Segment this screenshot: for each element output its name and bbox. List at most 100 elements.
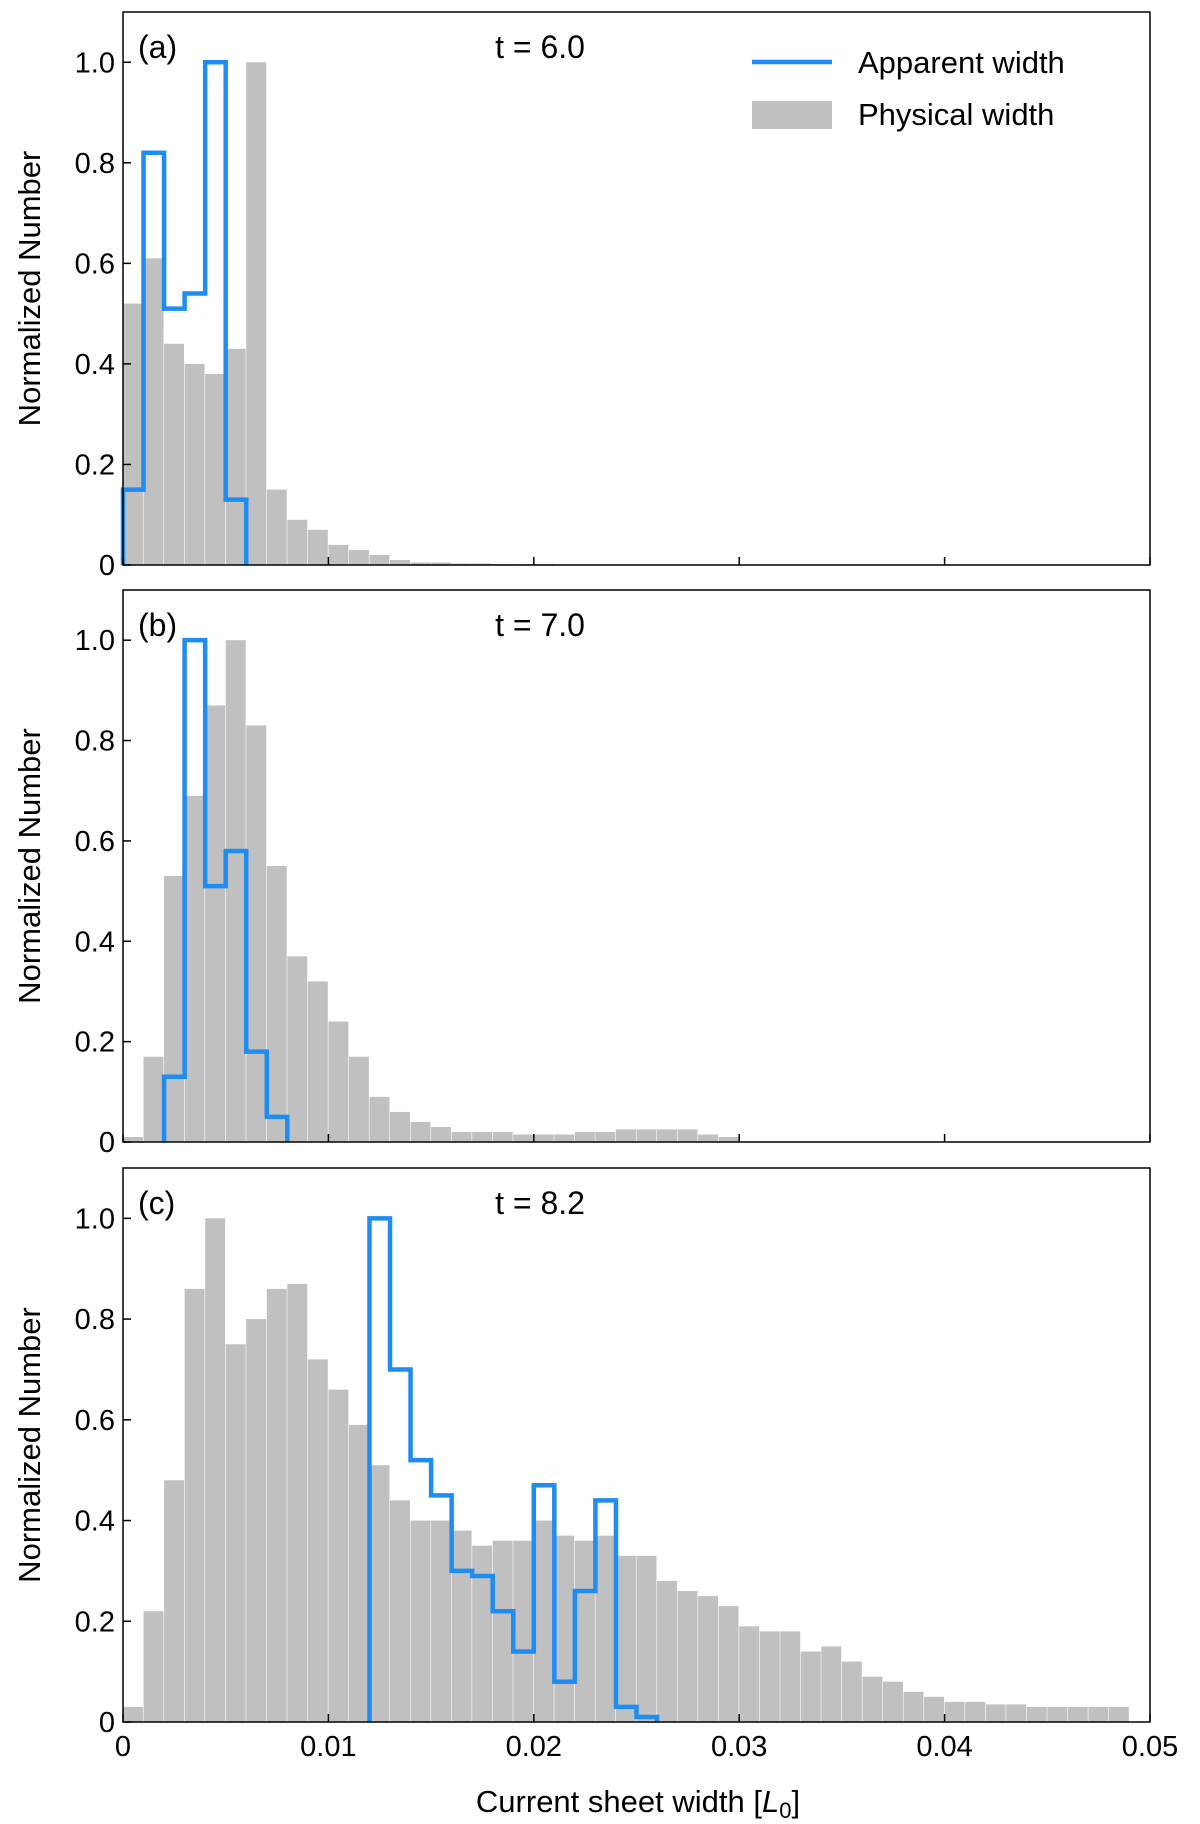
physical-bar	[533, 1134, 554, 1142]
physical-bar	[123, 1136, 143, 1142]
physical-bar	[348, 1424, 369, 1722]
panel-b: 0 0.2 0.4 0.6 0.8 1.0 Normalized Number (b) t = …	[12, 589, 1151, 1159]
physical-bar	[965, 1701, 986, 1722]
y-tick-label: 0.4	[75, 349, 115, 381]
physical-bar	[123, 303, 143, 565]
panel-c: 0 0.01 0.02 0.03 0.04 0.05 0 0.2 0.4 0.6 0.8 1.0 Nor…	[12, 1167, 1178, 1763]
physical-bar	[164, 1480, 185, 1722]
physical-bar	[390, 559, 410, 565]
physical-bar	[472, 1131, 493, 1142]
physical-bar	[472, 563, 493, 565]
physical-bar	[184, 795, 205, 1142]
physical-bar	[369, 1465, 390, 1722]
x-tick-label: 0	[115, 1731, 131, 1763]
physical-bar	[718, 1136, 739, 1142]
y-tick-label: 1.0	[75, 625, 115, 657]
physical-bar	[184, 1288, 205, 1722]
x-tick-label: 0.05	[1122, 1731, 1178, 1763]
physical-bar	[205, 373, 226, 565]
physical-bar	[595, 1535, 616, 1722]
physical-bar	[554, 1134, 575, 1142]
physical-bar	[759, 1631, 780, 1722]
physical-bar	[431, 1126, 452, 1142]
physical-bar	[985, 1704, 1006, 1722]
panel-label: (b)	[138, 607, 177, 643]
physical-bar	[1088, 1706, 1109, 1722]
physical-bar	[636, 1555, 657, 1722]
physical-bar	[698, 1134, 719, 1142]
physical-width-bars	[123, 62, 739, 566]
physical-bar	[205, 705, 226, 1142]
apparent-width-step	[120, 60, 249, 565]
physical-bar	[348, 1056, 369, 1142]
physical-bar	[225, 1344, 246, 1722]
physical-bar	[184, 363, 205, 565]
apparent-width-step	[161, 637, 290, 1142]
physical-bar	[410, 1520, 431, 1722]
time-label: t = 8.2	[495, 1185, 585, 1221]
physical-bar	[369, 554, 390, 565]
physical-bar	[266, 489, 287, 565]
physical-bar	[882, 1681, 903, 1722]
physical-bar	[287, 956, 308, 1142]
physical-bar	[615, 1129, 636, 1142]
physical-bar	[410, 1121, 431, 1142]
physical-bar	[1067, 1706, 1088, 1722]
physical-bar	[698, 1596, 719, 1722]
apparent-width-step	[367, 1216, 660, 1722]
physical-bar	[657, 1129, 677, 1142]
physical-bar	[164, 876, 185, 1142]
physical-bar	[246, 725, 267, 1142]
x-tick-label: 0.02	[506, 1731, 562, 1763]
physical-bar	[780, 1631, 801, 1722]
physical-bar	[841, 1661, 862, 1722]
physical-bar	[657, 1580, 677, 1722]
physical-bar	[944, 1701, 965, 1722]
physical-bar	[307, 529, 328, 565]
physical-bar	[307, 981, 328, 1142]
y-tick-label: 0.4	[75, 1506, 115, 1538]
physical-bar	[1026, 1706, 1047, 1722]
physical-bar	[739, 1626, 760, 1722]
physical-bar	[451, 1530, 472, 1722]
panel-label: (a)	[138, 29, 177, 65]
physical-bar	[636, 1129, 657, 1142]
y-tick-label: 0.8	[75, 726, 115, 758]
physical-bar	[266, 866, 287, 1142]
physical-bar	[328, 544, 349, 565]
y-tick-label: 0.4	[75, 926, 115, 958]
physical-bar	[903, 1691, 924, 1722]
physical-bar	[862, 1676, 883, 1722]
y-tick-label: 0.2	[75, 1606, 115, 1638]
physical-bar	[369, 1096, 390, 1142]
physical-bar	[431, 562, 452, 565]
physical-bar	[574, 1540, 595, 1722]
physical-bar	[554, 1535, 575, 1722]
plot-frame	[122, 589, 1151, 1143]
y-tick-label: 0.8	[75, 148, 115, 180]
physical-bar	[205, 1218, 226, 1722]
physical-bar	[492, 1131, 513, 1142]
physical-bar	[307, 1359, 328, 1722]
physical-bar	[143, 1611, 164, 1722]
physical-bar	[513, 1540, 534, 1722]
y-tick-label: 1.0	[75, 47, 115, 79]
physical-bar	[266, 1288, 287, 1722]
physical-bar	[328, 1389, 349, 1722]
y-tick-label: 0.2	[75, 1027, 115, 1059]
panel-label: (c)	[138, 1185, 175, 1221]
x-tick-label: 0.03	[711, 1731, 767, 1763]
y-axis-label: Normalized Number	[12, 151, 47, 427]
physical-bar	[821, 1646, 842, 1722]
time-label: t = 7.0	[495, 607, 585, 643]
physical-bar	[451, 1131, 472, 1142]
legend-physical-swatch	[752, 101, 832, 129]
physical-bar	[718, 1606, 739, 1722]
physical-bar	[225, 640, 246, 1142]
physical-bar	[595, 1131, 616, 1142]
physical-bar	[431, 1520, 452, 1722]
y-tick-label: 0.6	[75, 248, 115, 280]
physical-bar	[1108, 1706, 1129, 1722]
physical-bar	[533, 1520, 554, 1722]
physical-bar	[574, 1131, 595, 1142]
